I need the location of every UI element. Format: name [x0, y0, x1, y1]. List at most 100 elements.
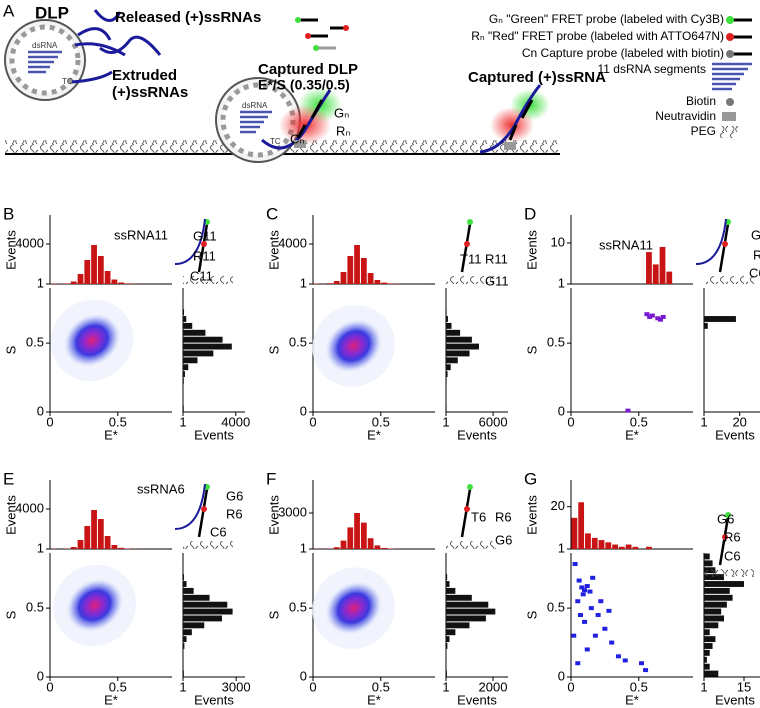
s-hist-bar — [183, 574, 185, 581]
inset-label: ssRNA11 — [114, 227, 168, 242]
s-hist-bar — [183, 371, 185, 378]
e-hist-bar — [333, 547, 340, 549]
y-tick-label: 10 — [551, 234, 565, 249]
s-hist-bar — [183, 643, 185, 649]
panel-label: G — [524, 469, 537, 488]
s-hist-bar — [183, 309, 185, 316]
legend-symbols — [712, 16, 752, 138]
panel-a: A — [3, 1, 752, 163]
panel: D Events S E* Events 1 10 0 0.5 0 0.5 1 20 ssRNA11 G6 R… — [524, 204, 760, 442]
s-hist-bar — [446, 574, 448, 581]
y-tick-label: 0.5 — [547, 600, 565, 615]
s-hist-bar — [446, 622, 470, 629]
x-tick-label: 1 — [700, 679, 707, 694]
inset-label: R6 — [226, 506, 243, 521]
inset-rna — [174, 483, 206, 530]
extruded-label: (+)ssRNAs — [112, 84, 188, 101]
event-point — [644, 312, 650, 317]
s-hist-bar — [183, 622, 205, 629]
e-hist-bar — [625, 544, 632, 549]
density-peak — [66, 578, 124, 633]
e-hist-bar — [70, 281, 77, 284]
e-hist-bar — [118, 282, 125, 284]
e-hist-bar — [104, 271, 111, 284]
inset-label: G6 — [717, 511, 734, 526]
e-hist-bar — [77, 274, 84, 284]
axis-label: S — [266, 345, 281, 354]
x-tick-label: 6000 — [479, 414, 508, 429]
y-tick-label: 1 — [300, 275, 307, 290]
e-hist-bar — [340, 272, 347, 284]
legend-entry: PEG — [691, 124, 716, 138]
e-hist-bar — [659, 246, 666, 284]
event-point — [576, 578, 582, 583]
axis-label: S — [524, 345, 539, 354]
panel-label: F — [266, 469, 276, 488]
event-point — [584, 584, 590, 589]
event-point — [571, 633, 577, 638]
e-hist-bar — [327, 283, 333, 284]
s-hist-bar — [446, 615, 486, 622]
x-tick-label: 0.5 — [109, 679, 127, 694]
inset-dye — [464, 506, 470, 512]
inset-label: C6 — [724, 548, 741, 563]
e-hist-bar — [77, 540, 84, 549]
inset-probe — [197, 488, 209, 538]
s-hist-bar — [446, 309, 447, 316]
e-hist-bar — [347, 527, 354, 549]
e-hist-bar — [360, 258, 367, 284]
legend-entry: 11 dsRNA segments — [598, 62, 707, 76]
inset-label: ssRNA6 — [137, 481, 185, 496]
e-hist-bar — [367, 273, 374, 284]
e-hist-bar — [618, 546, 625, 549]
s-hist-bar — [183, 670, 184, 677]
y-tick-label: 0 — [558, 403, 565, 418]
panel-label: E — [3, 469, 14, 488]
inset-label: R6 — [495, 509, 512, 524]
inset-probe — [718, 516, 730, 566]
e-hist-bar — [367, 538, 374, 549]
s-hist-bar — [446, 329, 461, 336]
s-hist-bar — [446, 670, 447, 677]
density-peak — [63, 313, 121, 368]
event-point — [582, 619, 588, 624]
tc-label: TC — [62, 77, 73, 86]
s-hist-bar — [704, 663, 710, 670]
e-hist-bar — [646, 546, 652, 549]
x-tick-label: 2000 — [479, 679, 508, 694]
s-hist-bar — [704, 587, 730, 594]
x-tick-label: 1 — [179, 414, 186, 429]
event-point — [606, 608, 612, 613]
inset-label: C11 — [190, 268, 213, 283]
y-tick-label: 4000 — [15, 235, 44, 250]
s-hist-bar — [446, 371, 448, 378]
e-hist-bar — [381, 282, 388, 284]
x-tick-label: 0.5 — [630, 414, 648, 429]
e-hist-bar — [118, 547, 125, 549]
inset-label: R6 — [724, 529, 741, 544]
released-label: Released (+)ssRNAs — [115, 9, 261, 26]
s-hist-bar — [704, 622, 719, 629]
inset-schematic — [446, 219, 496, 284]
e-hist-bar — [84, 526, 91, 549]
legend-entry: Rₙ "Red" FRET probe (labeled with ATTO64… — [471, 29, 724, 43]
event-point — [595, 613, 601, 617]
x-tick-label: 0.5 — [372, 679, 390, 694]
inset-probe — [460, 223, 472, 273]
s-hist-bar — [183, 350, 214, 357]
inset-dye — [467, 219, 473, 225]
x-tick-label: 15 — [737, 679, 751, 694]
s-hist-bar — [704, 553, 710, 560]
axis-label: E* — [367, 692, 381, 707]
panel: B Events S E* Events 1 4000 0 0.5 0 0.5 1 4000 ssRNA1… — [3, 204, 250, 442]
axis-label: Events — [194, 427, 234, 442]
s-hist-bar — [183, 636, 187, 643]
x-tick-label: 0 — [309, 679, 316, 694]
e-hist-bar — [632, 546, 639, 549]
x-tick-label: 1 — [700, 414, 707, 429]
e-hist-bar — [374, 280, 381, 284]
e-hist-bar — [111, 279, 118, 284]
s-hist-bar — [446, 643, 448, 649]
s-hist-bar — [704, 560, 713, 567]
inset-schematic — [446, 484, 496, 549]
